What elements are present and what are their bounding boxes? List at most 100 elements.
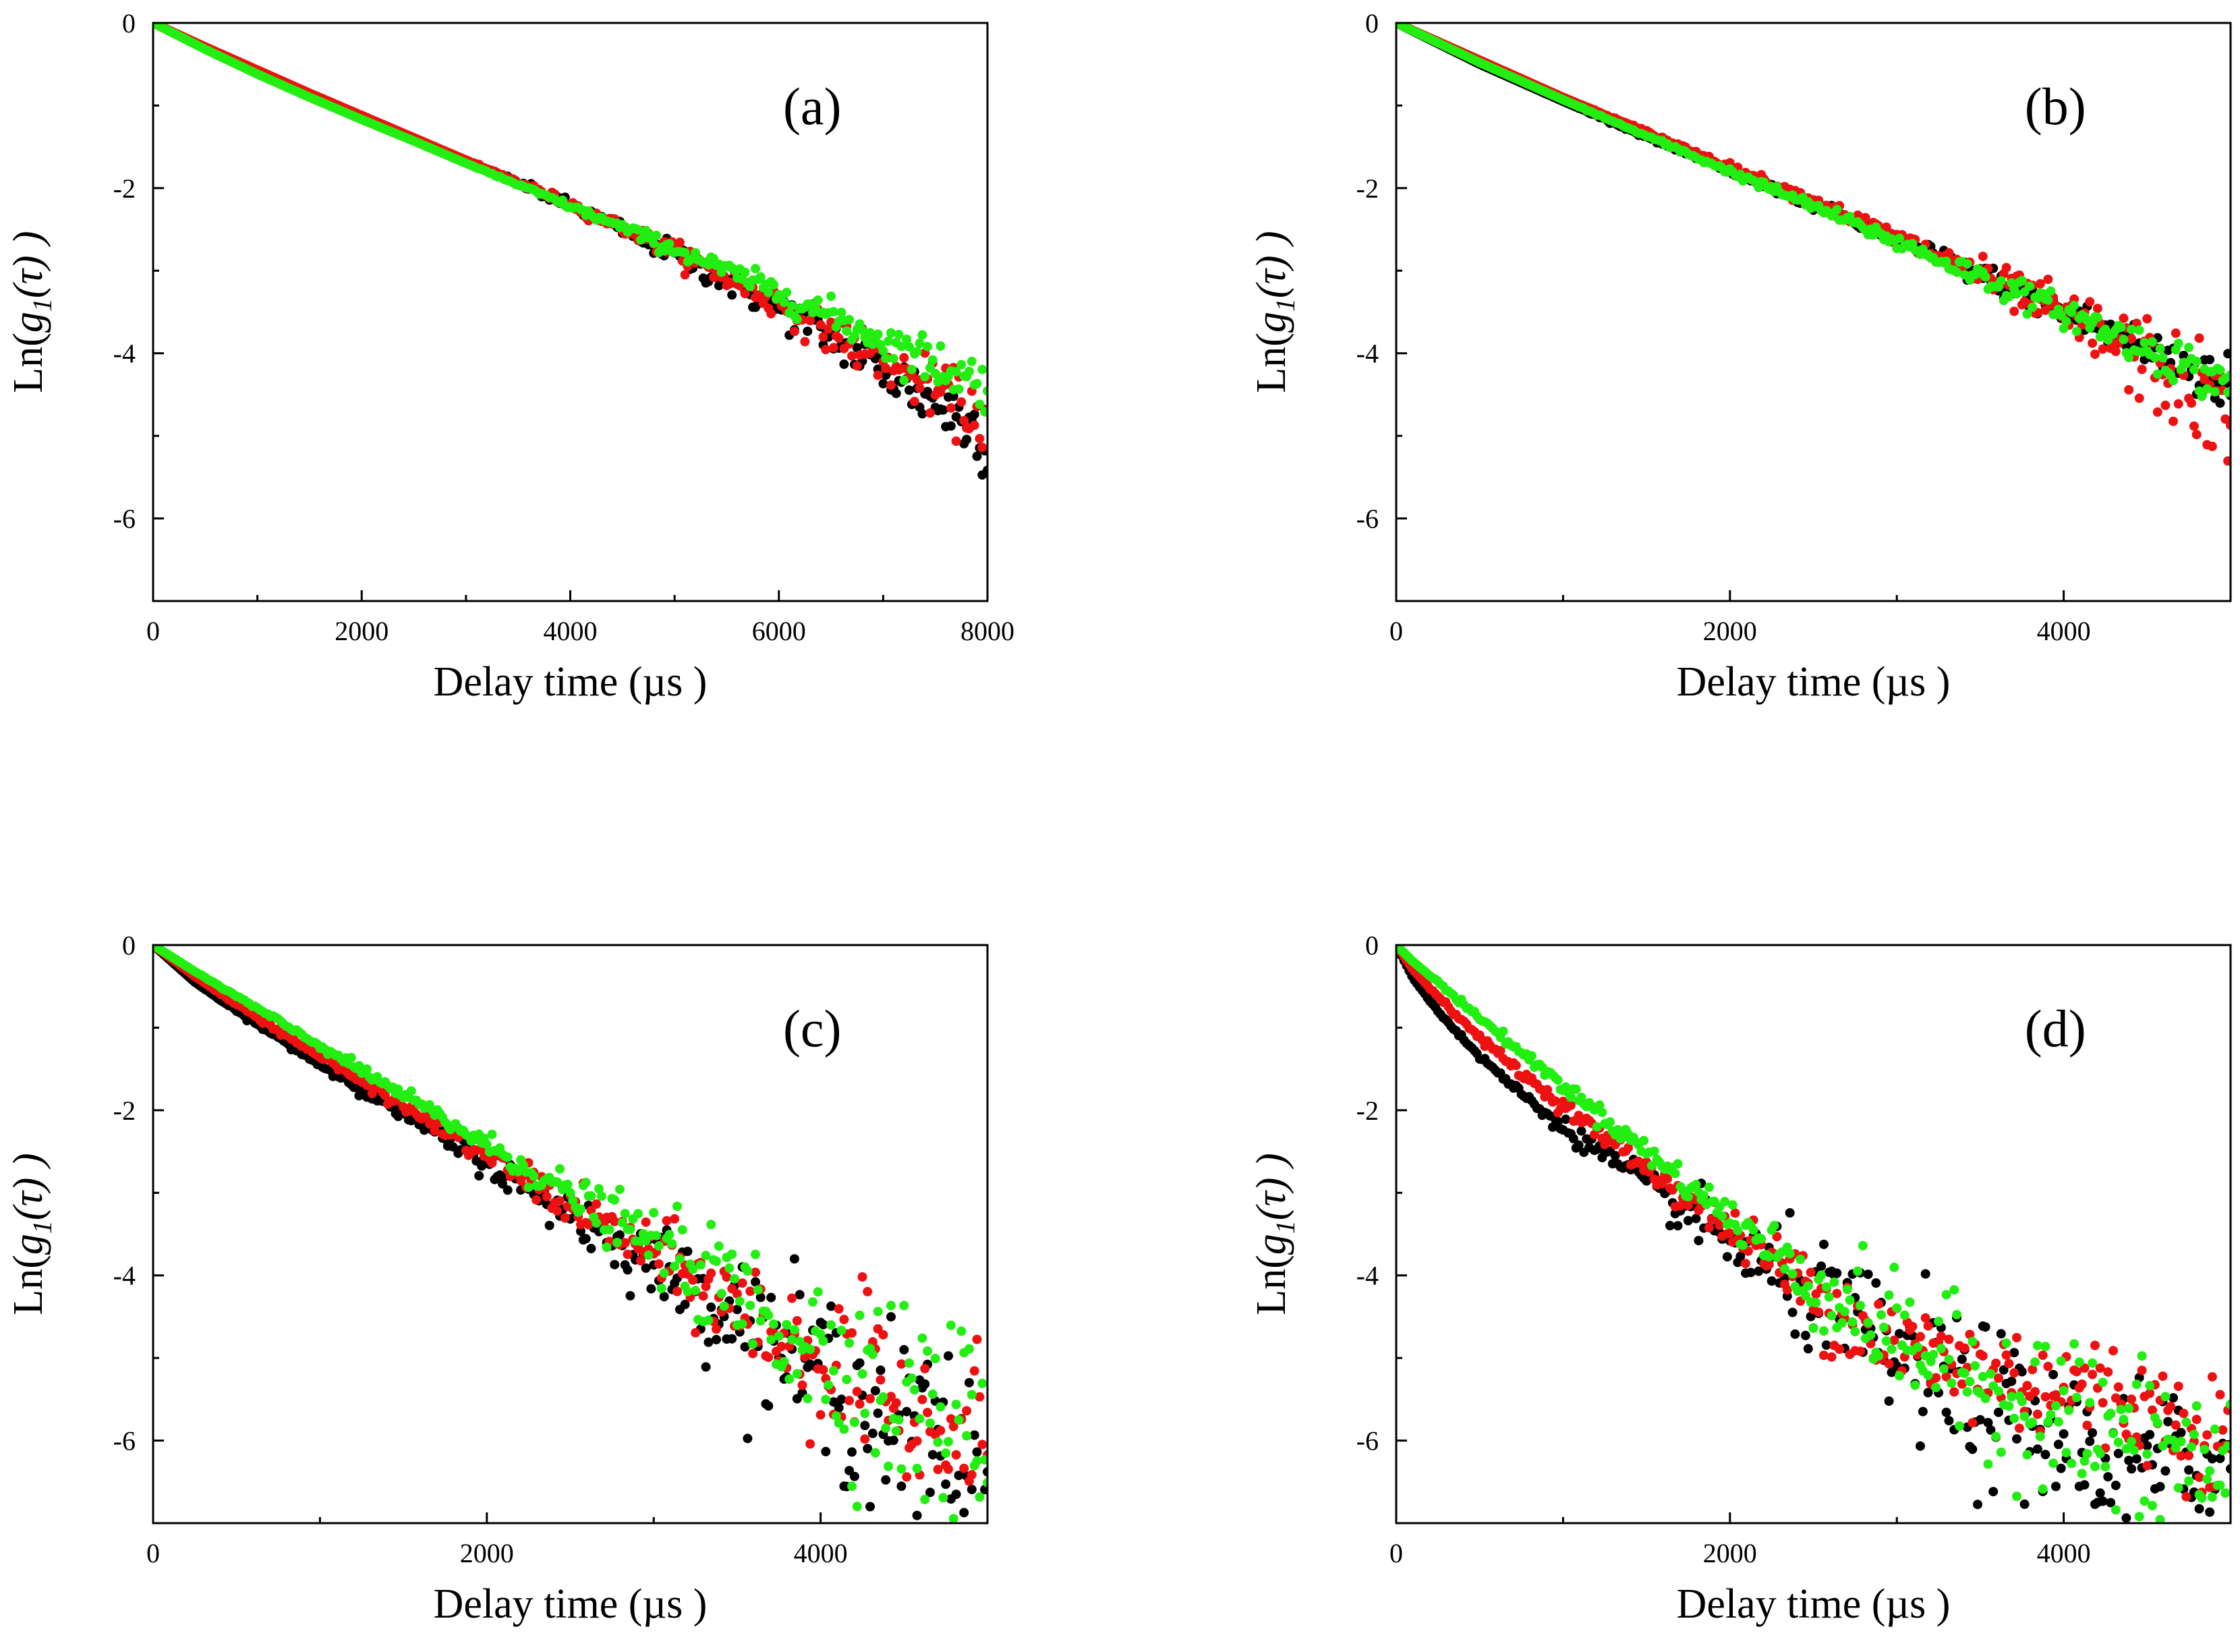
data-point [732,1305,742,1315]
data-point [1944,1355,1954,1365]
data-point [2090,1461,2100,1471]
data-point [544,1220,554,1230]
data-point [2090,1340,2100,1350]
data-point [1816,1270,1827,1280]
x-tick-label: 0 [1389,1538,1403,1568]
data-point [847,1481,857,1491]
data-point [701,1362,711,1372]
data-point [691,1328,701,1338]
data-point [1949,1285,1959,1295]
data-point [592,1199,602,1209]
data-point [847,351,857,361]
data-point [1923,1388,1933,1398]
data-point [555,1164,565,1174]
data-point [980,1455,987,1465]
panel-label: (d) [2025,999,2086,1058]
data-point [2004,1359,2014,1369]
data-point [2113,1382,2123,1392]
x-tick-label: 4000 [2037,1538,2091,1568]
data-point [1959,1343,1970,1353]
data-point [925,408,935,418]
data-point [1923,1370,1933,1380]
data-point [2207,441,2217,451]
data-point [2124,1403,2134,1413]
data-point [2071,1367,2081,1377]
y-axis-label: Ln(g1(τ) ) [5,1153,57,1315]
data-point [2160,1466,2171,1476]
data-point [909,397,919,407]
data-point [643,1250,654,1260]
data-point [2169,416,2178,426]
data-point [927,1450,938,1460]
data-point [2048,1369,2059,1379]
data-point [695,1260,706,1270]
data-point [2088,1428,2098,1438]
data-point [1764,1252,1774,1261]
data-point [542,1191,552,1201]
data-point [803,326,813,337]
data-point [867,1428,878,1438]
data-point [2043,275,2053,285]
data-point [944,1464,953,1474]
data-point [2022,1450,2032,1460]
data-point [917,330,927,340]
data-point [2079,1480,2090,1490]
data-point [912,1510,922,1520]
data-point [1884,1396,1894,1406]
data-point [1863,1270,1873,1280]
data-point [620,1209,630,1219]
data-point [860,1434,870,1444]
data-point [844,314,855,324]
data-point [2121,1444,2131,1454]
data-point [1725,1228,1735,1238]
data-point [1991,1431,2001,1442]
data-point [1939,1364,1949,1374]
data-point [406,1086,416,1096]
data-point [2202,384,2212,394]
data-point [1968,1444,1978,1454]
data-point [2215,1454,2225,1463]
data-point [2163,1417,2173,1427]
data-point [826,1301,836,1311]
data-point [959,1463,969,1473]
data-point [834,1304,844,1314]
panel-label: (a) [783,77,842,136]
x-axis-label: Delay time (µs ) [1677,1581,1951,1627]
data-point [948,1421,958,1431]
data-point [948,1514,958,1523]
data-point [873,370,883,380]
data-point [1498,1026,1508,1036]
data-point [1931,1382,1941,1392]
data-point [755,1316,766,1326]
data-point [2127,334,2137,344]
data-point [448,1142,458,1152]
data-point [755,272,766,282]
data-point [1856,1346,1866,1357]
data-point [847,1447,857,1457]
data-point [896,341,907,351]
data-point [2092,312,2102,322]
data-point [1819,1350,1829,1361]
data-point [904,342,914,352]
data-point [727,1249,737,1259]
y-tick-label: 0 [1365,930,1379,961]
data-point [946,1414,956,1424]
data-point [1916,1332,1925,1342]
data-point [803,1394,813,1404]
data-point [967,356,977,366]
data-point [844,1338,855,1348]
data-point [938,1493,948,1503]
data-point [1733,1226,1743,1236]
data-point [2148,1501,2157,1510]
data-point [863,1286,873,1297]
data-point [977,1378,987,1388]
data-point [826,291,836,302]
data-point [904,385,914,395]
data-point [656,1284,666,1293]
data-point [737,1278,747,1288]
data-point [983,1466,987,1477]
data-point [962,1431,972,1441]
data-point [2140,1496,2150,1506]
data-point [1785,1249,1795,1259]
data-point [2028,302,2038,312]
